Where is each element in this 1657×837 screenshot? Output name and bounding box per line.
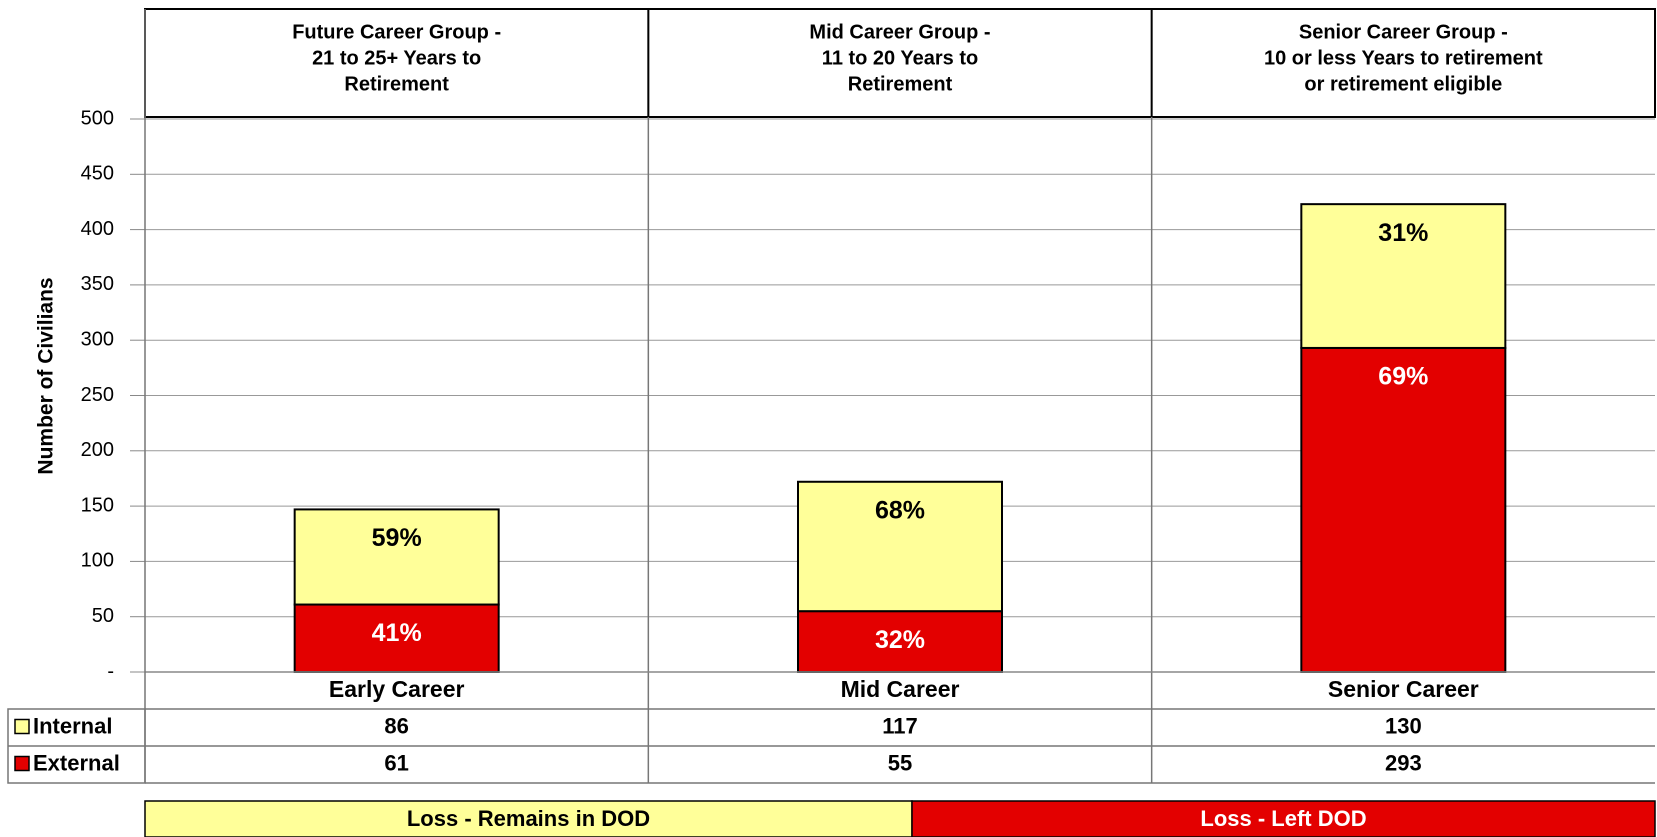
y-tick-label: 250 [81, 384, 114, 406]
group-header: 11 to 20 Years to [822, 47, 978, 69]
footer-label: Loss - Left DOD [1200, 806, 1366, 831]
percent-label: 31% [1378, 219, 1428, 247]
category-label: Senior Career [1328, 676, 1479, 702]
category-label: Early Career [329, 676, 465, 702]
y-tick-label: 450 [81, 163, 114, 185]
legend-label: Internal [33, 713, 112, 738]
y-tick-label: 150 [81, 494, 114, 516]
table-value: 61 [384, 750, 408, 775]
table-value: 293 [1385, 750, 1422, 775]
group-header: Senior Career Group - [1299, 21, 1508, 43]
bar-segment [1300, 346, 1507, 673]
group-header: 10 or less Years to retirement [1264, 47, 1543, 69]
y-tick-label: 300 [81, 328, 114, 350]
category-label: Mid Career [841, 676, 960, 702]
table-value: 55 [888, 750, 912, 775]
y-tick-label: 500 [81, 107, 114, 129]
group-header: 21 to 25+ Years to [312, 47, 481, 69]
footer-box [144, 800, 913, 837]
footer-box [911, 800, 1656, 837]
table-value: 117 [882, 713, 918, 738]
y-tick-label: 200 [81, 439, 114, 461]
y-tick-label: - [107, 660, 114, 682]
percent-label: 41% [372, 619, 422, 647]
footer-label: Loss - Remains in DOD [407, 806, 650, 831]
legend-swatch [14, 755, 30, 772]
table-value: 130 [1385, 713, 1422, 738]
group-header: Retirement [344, 73, 449, 95]
group-header: Mid Career Group - [809, 21, 990, 43]
bar-segment [293, 508, 500, 606]
bar-segment [1300, 203, 1507, 349]
y-axis-label: Number of Civilians [35, 277, 58, 474]
y-tick-label: 350 [81, 273, 114, 295]
group-header: Retirement [848, 73, 953, 95]
y-tick-label: 100 [81, 550, 114, 572]
percent-label: 69% [1378, 363, 1428, 391]
group-header: Future Career Group - [292, 21, 501, 43]
table-value: 86 [384, 713, 408, 738]
group-header: or retirement eligible [1304, 73, 1502, 95]
percent-label: 68% [875, 496, 925, 524]
legend-label: External [33, 750, 120, 775]
bar-segment [797, 480, 1003, 613]
percent-label: 32% [875, 626, 925, 654]
y-tick-label: 50 [92, 605, 114, 627]
percent-label: 59% [372, 524, 422, 552]
y-tick-label: 400 [81, 218, 114, 240]
legend-swatch [14, 718, 30, 735]
